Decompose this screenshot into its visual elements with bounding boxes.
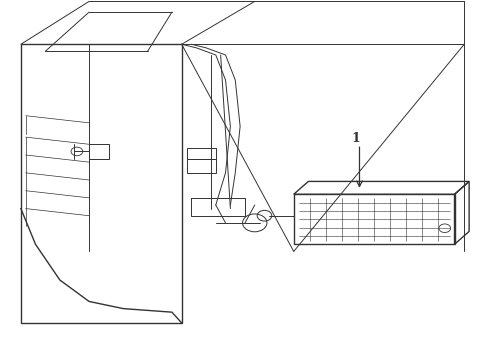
Text: 1: 1 (352, 132, 361, 145)
